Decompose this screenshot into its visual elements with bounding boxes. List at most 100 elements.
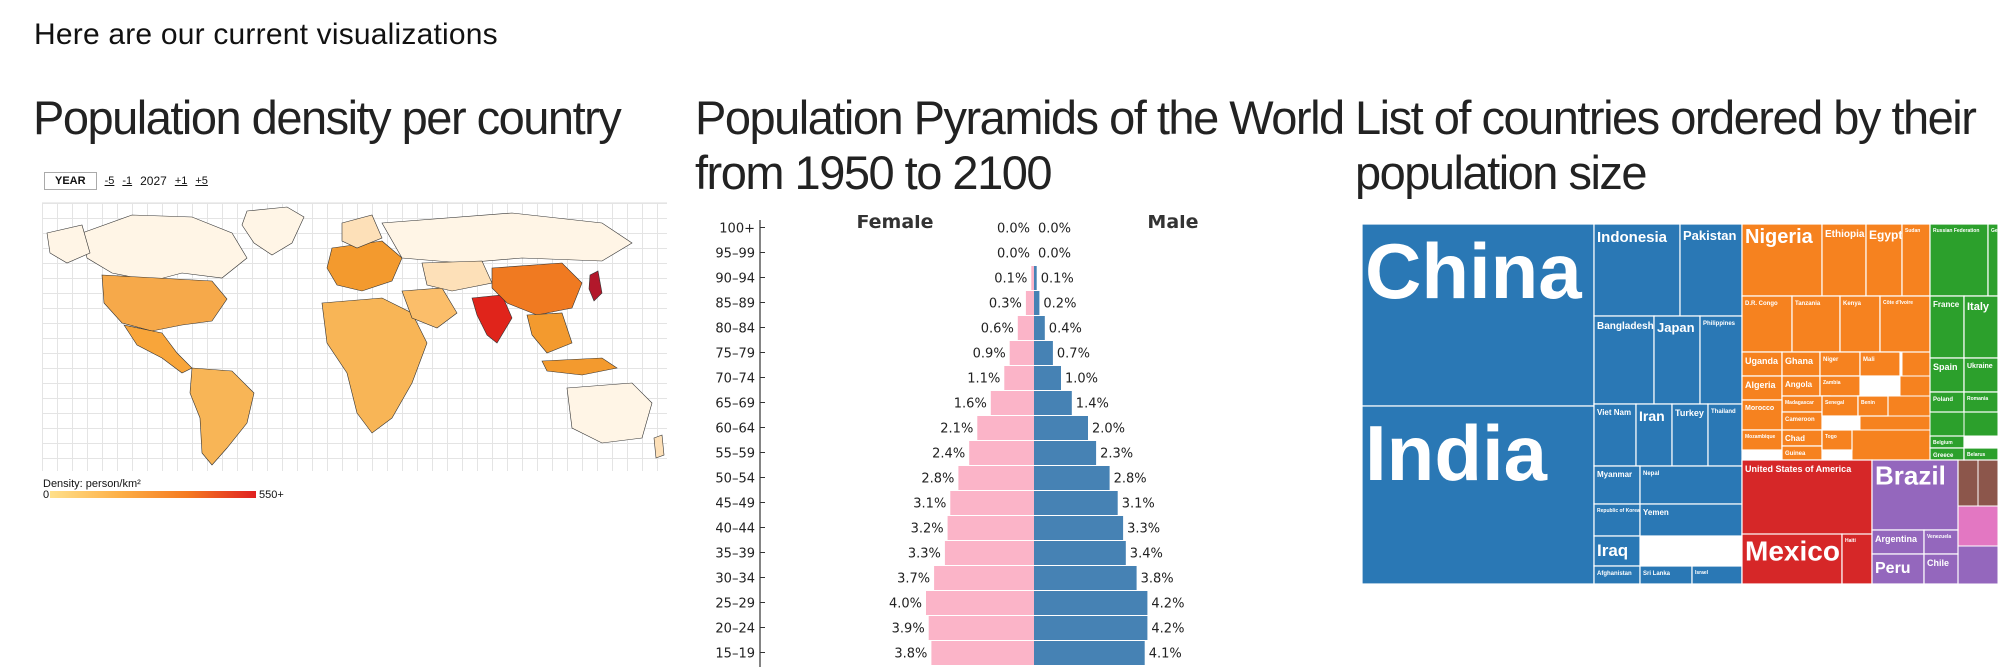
treemap-cell-zambia[interactable]: [1819, 375, 1861, 397]
pyramid-bar-female[interactable]: [990, 391, 1034, 415]
pyramid-bar-female[interactable]: [1025, 291, 1034, 315]
treemap-label-afghanistan: Afghanistan: [1597, 571, 1632, 577]
population-pyramid[interactable]: Female Male 100+ 0.0% 0.0% 95–99 0.0% 0.0% 90–94…: [695, 215, 1215, 667]
column-title-population-list[interactable]: List of countries ordered by their popul…: [1355, 91, 1977, 199]
treemap-cell-minor[interactable]: [1851, 429, 1931, 461]
pyramid-bar-female[interactable]: [947, 516, 1034, 540]
treemap-cell-togo[interactable]: [1821, 429, 1853, 451]
treemap-cell-korea[interactable]: [1593, 503, 1641, 537]
treemap-cell-mozambique[interactable]: [1741, 429, 1783, 451]
pyramid-age-label: 30–34: [715, 572, 755, 587]
pyramid-bar-male[interactable]: [1034, 466, 1110, 490]
treemap-label-philippines: Philippines: [1703, 321, 1736, 327]
treemap-cell-germany[interactable]: [1987, 223, 1999, 297]
treemap-cell-chile[interactable]: [1923, 553, 1959, 585]
treemap-cell-indonesia[interactable]: [1593, 223, 1681, 317]
pyramid-bar-male[interactable]: [1034, 416, 1088, 440]
treemap-cell-venezuela[interactable]: [1923, 529, 1959, 555]
treemap-cell-minor[interactable]: [1899, 375, 1931, 397]
treemap-cell-yemen[interactable]: [1639, 503, 1743, 537]
treemap-cell-vietnam[interactable]: [1593, 403, 1637, 467]
treemap-cell-haiti[interactable]: [1841, 533, 1873, 585]
treemap-cell-mali[interactable]: [1859, 351, 1901, 377]
column-title-density[interactable]: Population density per country: [33, 91, 622, 144]
treemap-cell-minor[interactable]: [1957, 505, 1999, 547]
treemap-cell-italy[interactable]: [1963, 295, 1999, 359]
year-button[interactable]: YEAR: [44, 172, 97, 190]
world-density-map[interactable]: [42, 202, 667, 471]
pyramid-bar-male[interactable]: [1034, 616, 1148, 640]
pyramid-bar-male[interactable]: [1034, 341, 1053, 365]
treemap-cell-egypt[interactable]: [1865, 223, 1903, 297]
pyramid-bar-female[interactable]: [934, 566, 1034, 590]
pyramid-bar-male[interactable]: [1034, 291, 1040, 315]
treemap-cell-minor[interactable]: [1977, 459, 1999, 507]
treemap-cell-minor[interactable]: [1887, 395, 1931, 417]
pyramid-bar-male[interactable]: [1034, 566, 1137, 590]
pyramid-bar-female[interactable]: [958, 466, 1034, 490]
treemap-cell-france[interactable]: [1929, 295, 1965, 359]
treemap-cell-romania[interactable]: [1963, 391, 1999, 413]
year-plus-1-link[interactable]: +1: [174, 175, 188, 187]
pyramid-male-value: 4.1%: [1149, 647, 1182, 662]
pyramid-bar-male[interactable]: [1034, 366, 1061, 390]
treemap-cell-philippines[interactable]: [1699, 315, 1743, 405]
pyramid-bar-female[interactable]: [1031, 266, 1034, 290]
treemap-cell-minor[interactable]: [1963, 411, 1999, 437]
column-title-pyramids[interactable]: Population Pyramids of the World from 19…: [695, 91, 1345, 199]
treemap-cell-nigeria[interactable]: [1741, 223, 1823, 297]
pyramid-bar-female[interactable]: [977, 416, 1034, 440]
treemap-cell-minor[interactable]: [1929, 411, 1965, 437]
treemap-cell-peru[interactable]: [1871, 553, 1925, 585]
pyramid-bar-female[interactable]: [1017, 316, 1034, 340]
treemap-cell-spain[interactable]: [1929, 357, 1965, 393]
treemap-cell-tanzania[interactable]: [1791, 295, 1841, 353]
year-minus-5-link[interactable]: -5: [104, 175, 115, 187]
treemap-cell-minor[interactable]: [1901, 351, 1931, 377]
treemap-cell-bangladesh[interactable]: [1593, 315, 1655, 405]
pyramid-bar-female[interactable]: [944, 541, 1034, 565]
treemap-cell-nepal[interactable]: [1639, 465, 1743, 505]
treemap-cell-algeria[interactable]: [1741, 375, 1783, 401]
pyramid-bar-female[interactable]: [928, 616, 1034, 640]
treemap-cell-sudan[interactable]: [1901, 223, 1931, 297]
pyramid-age-label: 40–44: [715, 522, 755, 537]
pyramid-bar-female[interactable]: [1009, 341, 1034, 365]
treemap-cell-mexico[interactable]: [1741, 533, 1843, 585]
treemap-cell-senegal[interactable]: [1821, 395, 1859, 417]
treemap-cell-niger[interactable]: [1819, 351, 1861, 377]
year-minus-1-link[interactable]: -1: [122, 175, 133, 187]
pyramid-bar-female[interactable]: [931, 641, 1034, 665]
pyramid-bar-female[interactable]: [969, 441, 1034, 465]
treemap-cell-benin[interactable]: [1857, 395, 1889, 417]
population-treemap[interactable]: China India Indonesia Pakistan Bangladesh Jap…: [1361, 223, 2002, 585]
treemap-cell-minor[interactable]: [1957, 545, 1999, 585]
treemap-cell-drc[interactable]: [1741, 295, 1793, 353]
treemap-label-china: China: [1365, 227, 1582, 315]
pyramid-bar-male[interactable]: [1034, 266, 1037, 290]
treemap-cell-japan[interactable]: [1653, 315, 1701, 405]
pyramid-bar-female[interactable]: [1004, 366, 1034, 390]
pyramid-female-value: 3.2%: [911, 522, 944, 537]
treemap-cell-brazil[interactable]: [1871, 459, 1959, 531]
pyramid-bar-female[interactable]: [926, 591, 1034, 615]
pyramid-bar-male[interactable]: [1034, 516, 1124, 540]
treemap-label-guinea: Guinea: [1785, 451, 1806, 457]
treemap-cell-cote[interactable]: [1879, 295, 1931, 353]
pyramid-bar-male[interactable]: [1034, 541, 1126, 565]
treemap-cell-iraq[interactable]: [1593, 535, 1641, 567]
treemap-cell-morocco[interactable]: [1741, 399, 1783, 431]
treemap-cell-china[interactable]: [1361, 223, 1595, 407]
pyramid-bar-male[interactable]: [1034, 316, 1045, 340]
pyramid-bar-female[interactable]: [950, 491, 1034, 515]
pyramid-bar-male[interactable]: [1034, 641, 1145, 665]
treemap-cell-russia[interactable]: [1929, 223, 1989, 297]
treemap-cell-minor[interactable]: [1957, 459, 1979, 507]
pyramid-age-label: 100+: [719, 222, 755, 237]
pyramid-bar-male[interactable]: [1034, 441, 1097, 465]
pyramid-bar-male[interactable]: [1034, 391, 1072, 415]
treemap-cell-minor[interactable]: [1859, 415, 1931, 431]
pyramid-bar-male[interactable]: [1034, 591, 1148, 615]
pyramid-bar-male[interactable]: [1034, 491, 1118, 515]
year-plus-5-link[interactable]: +5: [195, 175, 208, 187]
